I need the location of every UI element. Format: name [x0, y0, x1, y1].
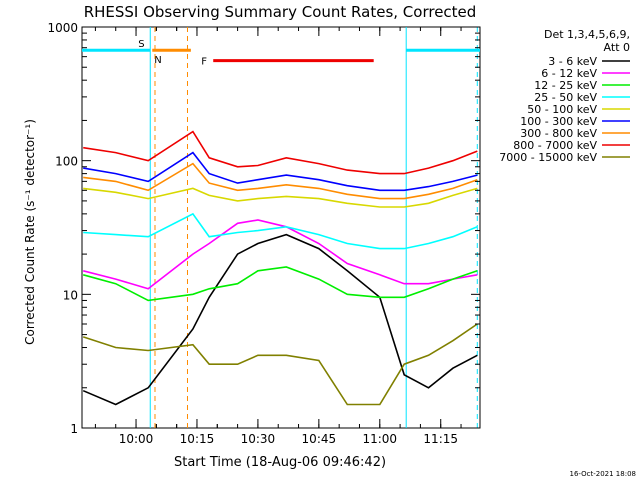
x-axis-label: Start Time (18-Aug-06 09:46:42)	[174, 455, 386, 470]
legend-label: 300 - 800 keV	[520, 127, 597, 140]
x-tick-label: 11:15	[423, 432, 458, 446]
series-line-6	[83, 162, 478, 200]
series-layer	[82, 130, 478, 406]
vertical-lines-layer	[149, 27, 478, 428]
series-line-0	[82, 233, 478, 406]
plot-frame	[81, 26, 481, 429]
footer-date: 16-Oct-2021 18:08	[570, 470, 636, 478]
x-tick-label: 10:30	[241, 432, 276, 446]
x-tick-label: 10:45	[302, 432, 337, 446]
x-tick-label: 11:00	[362, 432, 397, 446]
legend-label: 7000 - 15000 keV	[499, 151, 597, 164]
chart-title: RHESSI Observing Summary Count Rates, Co…	[84, 3, 477, 21]
series-line-8	[82, 323, 478, 406]
series-line-1	[83, 219, 478, 290]
series-line-7	[83, 130, 478, 175]
legend-header: Det 1,3,4,5,6,9,	[544, 28, 630, 41]
ticks-layer: 10:00 10:15 10:30 10:45 11:00 11:15 1 10 100 1000	[47, 21, 480, 446]
legend-label: 3 - 6 keV	[548, 55, 597, 68]
plot-border	[81, 26, 481, 429]
legend-label: 100 - 300 keV	[520, 115, 597, 128]
legend-label: 6 - 12 keV	[541, 67, 597, 80]
series-line-5	[83, 151, 478, 192]
flag-label-s: S	[138, 39, 144, 50]
y-tick-label: 1000	[47, 21, 78, 35]
legend-label: 800 - 7000 keV	[513, 139, 597, 152]
y-axis-label: Corrected Count Rate (s⁻¹ detector⁻¹)	[23, 119, 37, 345]
legend-attenuator: Att 0	[604, 41, 630, 54]
legend-label: 25 - 50 keV	[534, 91, 597, 104]
y-tick-label: 100	[55, 155, 78, 169]
x-tick-label: 10:15	[180, 432, 215, 446]
legend-label: 12 - 25 keV	[534, 79, 597, 92]
x-tick-label: 10:00	[119, 432, 154, 446]
flags-layer: SN F	[82, 39, 480, 68]
y-tick-label: 10	[63, 288, 78, 302]
series-line-4	[83, 187, 478, 208]
y-tick-label: 1	[70, 422, 78, 436]
legend-label: 50 - 100 keV	[527, 103, 597, 116]
flag-label-f: F	[201, 57, 207, 68]
series-line-3	[83, 212, 478, 250]
series-line-2	[82, 266, 478, 302]
flag-label-n: N	[154, 55, 161, 66]
